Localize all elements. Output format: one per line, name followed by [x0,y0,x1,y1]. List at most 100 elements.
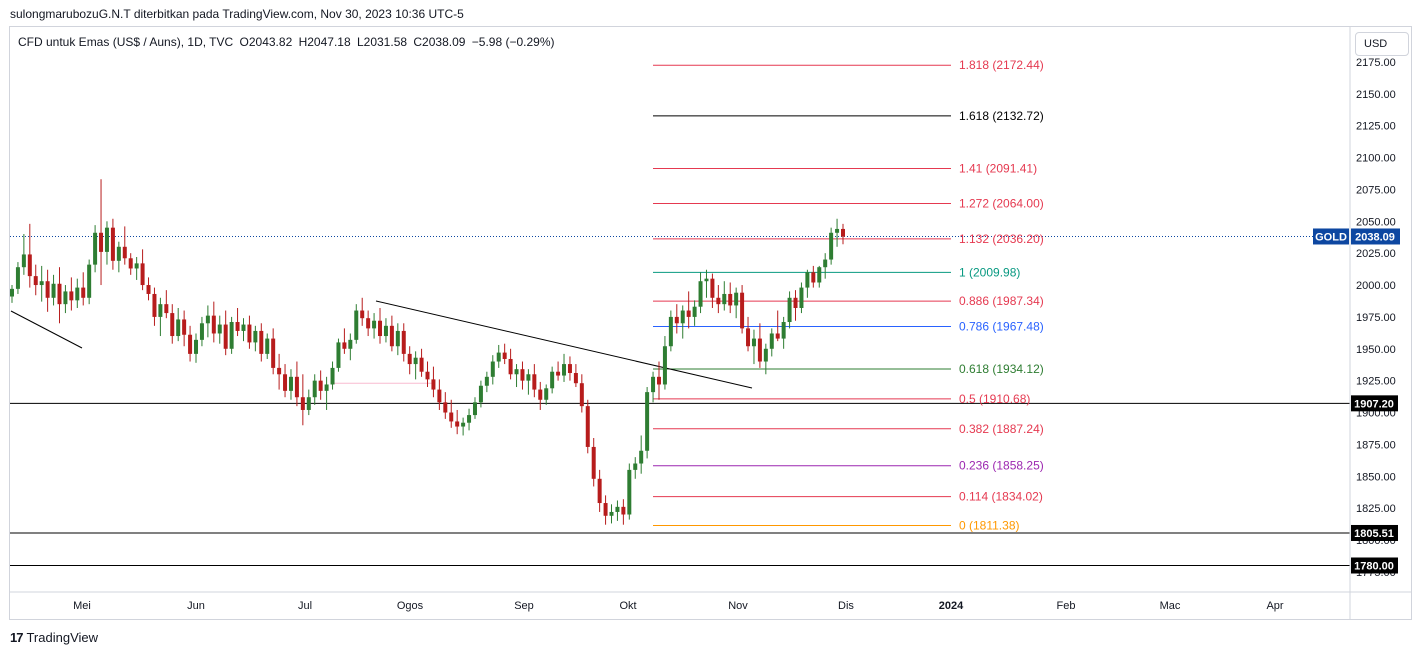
candle-body [413,357,418,365]
candle-body [383,325,388,337]
candle-body [573,373,578,384]
symbol-name-badge [1313,228,1349,245]
candle-body [15,267,20,289]
fib-level-label: 0.886 (1987.34) [959,294,1044,308]
fib-level-label: 1 (2009.98) [959,265,1020,279]
candle-body [751,338,756,347]
candle-body [104,227,109,252]
candle-body [342,342,347,349]
candle-body [455,421,460,427]
candle-body [514,369,519,375]
candle-body [75,287,80,301]
publish-attribution: sulongmarubozuG.N.T diterbitkan pada Tra… [10,7,464,21]
candle-body [205,315,210,324]
candle-body [247,324,252,343]
candle-body [740,292,745,329]
fibonacci-extension: 1.818 (2172.44) 1.618 (2132.72) 1.41 (2091… [653,58,1044,532]
price-tick-label: 1925.00 [1356,376,1396,388]
candle-body [787,297,792,323]
fib-level-label: 0.618 (1934.12) [959,362,1044,376]
candle-body [223,324,228,349]
fib-level-label: 1.272 (2064.00) [959,196,1044,210]
candle-body [116,246,121,261]
ohlc-open: O2043.82 [239,35,293,49]
candle-body [235,322,240,331]
candle-body [621,506,626,515]
time-tick-label: Apr [1266,600,1283,612]
candle-body [811,272,816,283]
fib-level-label: 0.5 (1910.68) [959,392,1030,406]
candle-body [656,376,661,385]
candle-body [478,385,483,403]
candle-body [93,232,98,265]
time-tick-label: Sep [514,600,534,612]
candle-body [81,287,86,298]
trendline [10,310,83,349]
candle-body [348,339,353,349]
time-tick-label: Jul [298,600,312,612]
price-tick-label: 2050.00 [1356,216,1396,228]
candle-body [668,316,673,347]
candle-body [835,228,840,233]
candle-body [176,319,181,337]
symbol-name-badge-text: GOLD [1315,231,1347,243]
time-axis[interactable]: Mei Jun Jul Ogos Sep Okt Nov Dis 2024 Feb Mac Apr [10,591,1411,612]
tradingview-logo-icon: 17 [10,630,24,645]
candle-body [550,371,555,389]
candle-body [110,227,115,261]
candle-body [330,367,335,385]
candle-body [556,371,561,376]
level-price-badge [1351,524,1398,541]
price-tick-label: 2150.00 [1356,89,1396,101]
ohlc-low: L2031.58 [356,35,408,49]
currency-button[interactable]: USD [1355,32,1409,56]
price-tick-label: 2100.00 [1356,153,1396,165]
candle-body [253,330,258,343]
ohlc-close: C2038.09 [413,35,466,49]
candle-body [33,276,38,286]
candle-body [39,281,44,286]
candle-body [520,369,525,381]
time-tick-label: Feb [1057,600,1076,612]
candle-body [122,246,127,259]
fib-level-label: 1.818 (2172.44) [959,58,1044,72]
candle-body [360,310,365,319]
candle-body [627,469,632,515]
candle-body [472,402,477,416]
candle-body [146,285,151,294]
price-tick-label: 2075.00 [1356,184,1396,196]
candle-body [532,374,537,390]
candle-body [419,357,424,372]
candle-body [188,334,193,354]
chart-frame [9,26,1412,620]
candle-body [567,364,572,374]
candle-body [229,322,234,349]
trendlines [10,300,753,389]
candle-body [241,324,246,331]
candle-body [461,422,466,427]
tradingview-brand: TradingView [26,630,99,645]
candle-body [562,364,567,376]
price-tick-label: 2000.00 [1356,280,1396,292]
candle-body [639,450,644,464]
candle-body [609,511,614,516]
candle-body [99,232,104,252]
candle-body [21,254,26,268]
level-price-badge [1351,557,1398,574]
candle-body [312,380,317,398]
candle-body [10,288,14,297]
time-tick-label: Mac [1160,600,1181,612]
candle-body [164,304,169,314]
candle-body [775,333,780,339]
candle-body [51,283,56,298]
price-change: −5.98 (−0.29%) [471,35,555,49]
candle-body [579,383,584,407]
level-price-badge-text: 1907.20 [1354,398,1394,410]
tradingview-logo[interactable]: 17 TradingView [10,630,98,645]
candle-body [674,316,679,324]
candle-body [805,272,810,288]
candle-body [401,330,406,354]
candle-body [336,342,341,368]
candle-body [645,392,650,451]
